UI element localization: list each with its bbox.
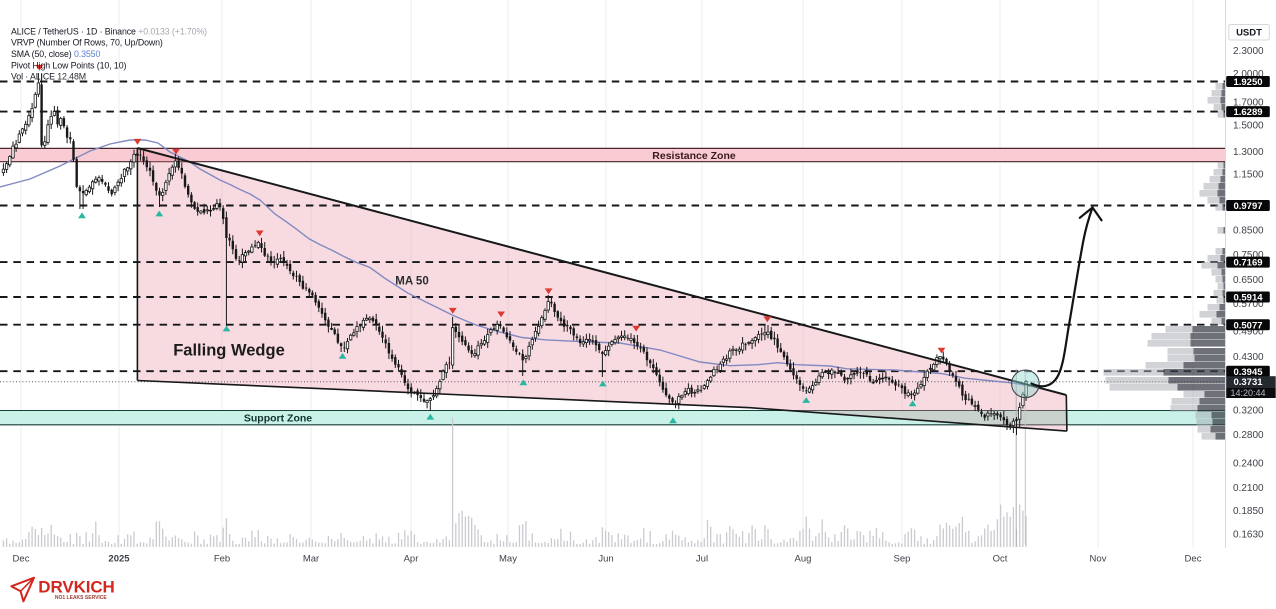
svg-text:0.1850: 0.1850: [1233, 506, 1264, 517]
svg-text:Dec: Dec: [13, 554, 30, 565]
svg-text:Oct: Oct: [993, 554, 1008, 565]
svg-text:Mar: Mar: [303, 554, 319, 565]
svg-text:DRVKICH: DRVKICH: [38, 578, 114, 597]
svg-text:USDT: USDT: [1236, 28, 1262, 39]
svg-text:14:20:44: 14:20:44: [1230, 388, 1265, 398]
svg-text:0.2800: 0.2800: [1233, 430, 1264, 441]
svg-text:NO1 LEAKS SERVICE: NO1 LEAKS SERVICE: [55, 595, 108, 601]
svg-text:0.3200: 0.3200: [1233, 406, 1264, 417]
svg-text:0.5700: 0.5700: [1233, 299, 1264, 310]
svg-text:0.2100: 0.2100: [1233, 483, 1264, 494]
svg-text:ALICE / TetherUS · 1D · Binanc: ALICE / TetherUS · 1D · Binance +0.0133 …: [11, 26, 207, 36]
svg-text:SMA (50, close) 0.3550: SMA (50, close) 0.3550: [11, 49, 100, 59]
svg-text:May: May: [499, 554, 517, 565]
svg-text:2.0000: 2.0000: [1233, 69, 1264, 80]
svg-text:0.2400: 0.2400: [1233, 458, 1264, 469]
svg-text:1.7000: 1.7000: [1233, 98, 1264, 109]
svg-text:Pivot High Low Points (10, 10): Pivot High Low Points (10, 10): [11, 60, 126, 70]
svg-text:VRVP (Number Of Rows, 70, Up/D: VRVP (Number Of Rows, 70, Up/Down): [11, 38, 163, 48]
svg-text:0.5077: 0.5077: [1233, 320, 1262, 331]
svg-text:0.5914: 0.5914: [1233, 293, 1263, 304]
svg-text:0.7169: 0.7169: [1233, 258, 1262, 269]
svg-text:Falling Wedge: Falling Wedge: [173, 341, 285, 359]
svg-text:0.9797: 0.9797: [1233, 201, 1262, 212]
svg-text:Dec: Dec: [1185, 554, 1202, 565]
svg-text:Jul: Jul: [696, 554, 708, 565]
svg-text:Sep: Sep: [894, 554, 911, 565]
svg-text:0.8500: 0.8500: [1233, 226, 1264, 237]
svg-text:Nov: Nov: [1090, 554, 1107, 565]
svg-text:2025: 2025: [108, 554, 130, 565]
svg-text:1.1500: 1.1500: [1233, 169, 1264, 180]
svg-text:Jun: Jun: [598, 554, 613, 565]
svg-text:Support Zone: Support Zone: [244, 412, 312, 424]
svg-text:2.3000: 2.3000: [1233, 46, 1264, 57]
svg-text:MA 50: MA 50: [395, 276, 428, 288]
svg-text:Apr: Apr: [404, 554, 419, 565]
svg-text:1.6289: 1.6289: [1233, 107, 1262, 118]
svg-text:0.6500: 0.6500: [1233, 275, 1264, 286]
svg-text:1.5000: 1.5000: [1233, 120, 1264, 131]
svg-text:Resistance Zone: Resistance Zone: [652, 150, 736, 162]
svg-text:Feb: Feb: [214, 554, 230, 565]
svg-text:0.4300: 0.4300: [1233, 352, 1264, 363]
svg-text:1.3000: 1.3000: [1233, 147, 1264, 158]
svg-text:Vol · ALICE 12.48M: Vol · ALICE 12.48M: [11, 72, 86, 82]
svg-text:Aug: Aug: [795, 554, 812, 565]
svg-text:1.9250: 1.9250: [1233, 77, 1262, 88]
svg-text:0.3945: 0.3945: [1233, 367, 1263, 378]
svg-text:0.4900: 0.4900: [1233, 327, 1264, 338]
svg-text:0.7500: 0.7500: [1233, 250, 1264, 261]
svg-text:0.1630: 0.1630: [1233, 529, 1264, 540]
svg-text:0.3731: 0.3731: [1233, 377, 1263, 388]
